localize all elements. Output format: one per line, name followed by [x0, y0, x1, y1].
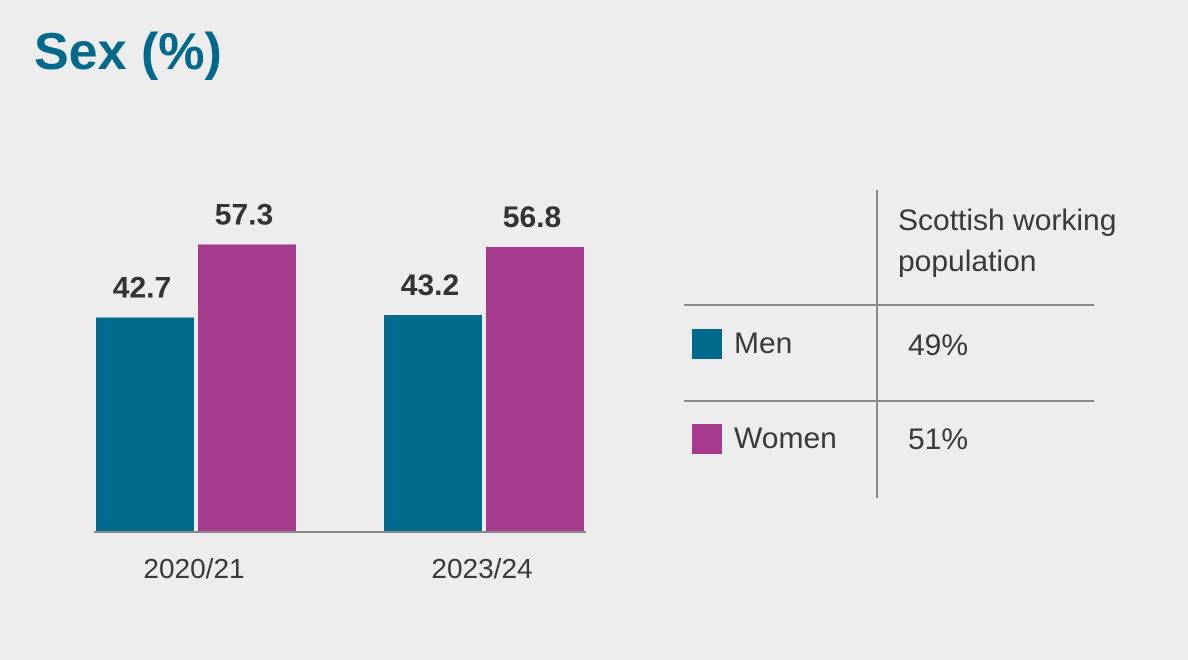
bar-women-0: [198, 244, 296, 531]
data-label-men-0: 42.7: [113, 272, 171, 305]
bar-chart: 42.7 57.3 2020/21 43.2 56.8 2023/24: [94, 199, 586, 584]
table-header: Scottish working population: [898, 204, 1117, 278]
population-value-women: 51%: [908, 423, 969, 456]
legend-label-men: Men: [734, 327, 793, 360]
data-label-men-1: 43.2: [401, 269, 459, 302]
comparison-table: Scottish working population Men 49% Wome…: [684, 190, 1116, 500]
table-row-men: Men: [692, 324, 792, 364]
x-tick-label-0: 2020/21: [143, 553, 244, 584]
table-divider-middle: [684, 400, 1094, 402]
bar-men-1: [384, 315, 482, 531]
table-divider-top: [684, 304, 1094, 306]
bar-women-1: [486, 247, 584, 531]
table-row-women: Women: [692, 419, 837, 459]
table-vertical-divider: [876, 190, 878, 498]
population-value-men: 49%: [908, 329, 969, 362]
data-label-women-1: 56.8: [503, 201, 561, 234]
legend-swatch-men: [692, 329, 722, 359]
legend-swatch-women: [692, 424, 722, 454]
chart-title: Sex (%): [34, 23, 222, 81]
legend-label-women: Women: [734, 422, 837, 455]
x-tick-label-1: 2023/24: [431, 553, 532, 584]
data-label-women-0: 57.3: [215, 199, 273, 232]
bar-men-0: [96, 317, 194, 531]
